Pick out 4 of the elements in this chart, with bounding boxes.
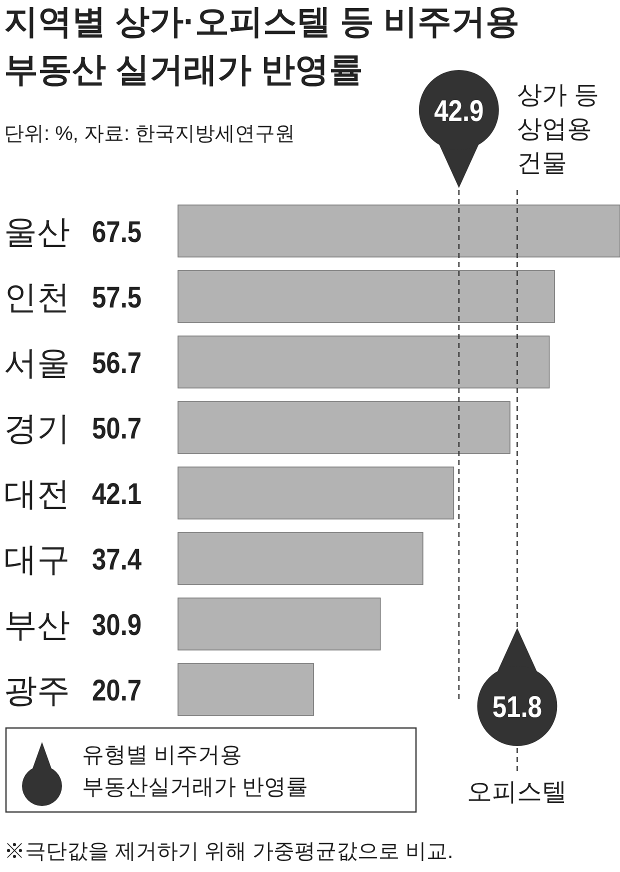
annotation: 유형별 비주거용 부동산실거래가 반영률 xyxy=(82,742,308,799)
subtitle: 단위: %, 자료: 한국지방세연구원 xyxy=(4,123,296,145)
annotation: 51.8 xyxy=(492,690,542,724)
annotation: ※극단값을 제거하기 위해 가중평균값으로 비교. xyxy=(4,840,454,863)
